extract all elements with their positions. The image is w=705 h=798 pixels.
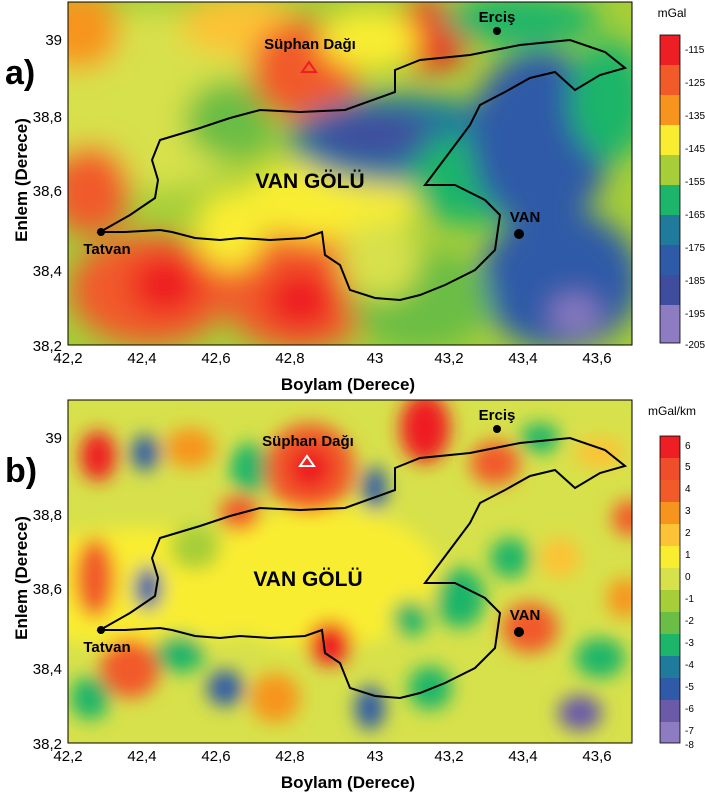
y-tick: 38,8 (33, 109, 62, 126)
colorbar-tick: 6 (685, 441, 691, 452)
y-tick: 38,8 (33, 507, 62, 524)
colorbar-tick: -1 (685, 594, 694, 605)
x-tick: 42,4 (127, 350, 156, 367)
map-panel-a: Süphan Dağı Erciş VAN GÖLÜ VAN Tatvan a)… (5, 1, 705, 394)
ercis-point-b (493, 425, 501, 433)
y-axis-title-a: Enlem (Derece) (12, 118, 31, 242)
y-tick: 38,4 (33, 263, 62, 280)
colorbar-tick: -205 (685, 340, 705, 351)
colorbar-tick: -195 (685, 309, 705, 320)
tatvan-label-a: Tatvan (83, 241, 130, 258)
colorbar-b: mGal/km 6 5 4 3 2 1 0 -1 -2 -3 -4 -5 -6 … (648, 404, 696, 751)
ercis-label-b: Erciş (479, 407, 516, 424)
colorbar-a: mGal -115 -125 -135 -145 -155 -165 -175 … (658, 6, 705, 351)
map-panel-b: Süphan Dağı Erciş VAN GÖLÜ VAN Tatvan b)… (5, 399, 696, 792)
colorbar-tick: -135 (685, 111, 705, 122)
van-label-b: VAN (510, 607, 541, 624)
colorbar-tick: 3 (685, 506, 691, 517)
y-axis-b: 38,2 38,4 38,6 38,8 39 (33, 430, 62, 753)
x-tick: 43,2 (434, 748, 463, 765)
y-tick: 38,6 (33, 183, 62, 200)
tatvan-label-b: Tatvan (83, 639, 130, 656)
lake-shoreline-a (96, 38, 628, 302)
x-tick: 42,4 (127, 748, 156, 765)
x-tick: 43,2 (434, 350, 463, 367)
colorbar-tick: -175 (685, 243, 705, 254)
vertical-gradient-field-b (68, 400, 632, 743)
tatvan-point-b (97, 626, 105, 634)
x-tick: 43 (367, 748, 384, 765)
colorbar-tick: 1 (685, 550, 691, 561)
x-tick: 43,4 (508, 748, 537, 765)
colorbar-tick: -2 (685, 616, 694, 627)
van-label-a: VAN (510, 209, 541, 226)
y-tick: 39 (45, 32, 62, 49)
x-tick: 42,8 (275, 748, 304, 765)
x-tick: 42,8 (275, 350, 304, 367)
suphan-label-b: Süphan Dağı (262, 433, 354, 450)
colorbar-tick: -6 (685, 704, 694, 715)
x-axis-title-a: Boylam (Derece) (281, 375, 415, 394)
colorbar-tick: 5 (685, 462, 691, 473)
colorbar-tick: -7 (685, 726, 694, 737)
suphan-label-a: Süphan Dağı (264, 36, 356, 53)
x-axis-a: 42,2 42,4 42,6 42,8 43 43,2 43,4 43,6 (53, 350, 611, 367)
colorbar-tick: -3 (685, 638, 694, 649)
lake-label-b: VAN GÖLÜ (253, 568, 362, 591)
map-frame-b (67, 399, 633, 744)
suphan-peak-marker-b (298, 454, 316, 467)
y-tick: 38,2 (33, 736, 62, 753)
y-tick: 38,4 (33, 661, 62, 678)
x-tick: 43,6 (582, 350, 611, 367)
x-tick: 42,2 (53, 748, 82, 765)
x-axis-title-b: Boylam (Derece) (281, 773, 415, 792)
x-tick: 43,6 (582, 748, 611, 765)
colorbar-tick: -115 (685, 45, 705, 56)
y-tick: 39 (45, 430, 62, 447)
colorbar-tick: -145 (685, 144, 705, 155)
colorbar-tick: -8 (685, 740, 694, 751)
y-tick: 38,6 (33, 581, 62, 598)
colorbar-tick: -5 (685, 682, 694, 693)
colorbar-tick: -165 (685, 210, 705, 221)
van-point-a (514, 229, 524, 239)
x-tick: 43 (367, 350, 384, 367)
ercis-point-a (493, 27, 501, 35)
y-axis-a: 38,2 38,4 38,6 38,8 39 (33, 32, 62, 355)
x-tick: 43,4 (508, 350, 537, 367)
lake-shoreline-b (96, 436, 628, 700)
x-tick: 42,2 (53, 350, 82, 367)
colorbar-tick: -125 (685, 78, 705, 89)
ercis-label-a: Erciş (479, 9, 516, 26)
x-tick: 42,6 (201, 350, 230, 367)
y-axis-title-b: Enlem (Derece) (12, 516, 31, 640)
panel-label-a: a) (5, 54, 35, 92)
colorbar-tick: -155 (685, 177, 705, 188)
colorbar-tick: 0 (685, 572, 691, 583)
colorbar-tick: -185 (685, 276, 705, 287)
x-axis-b: 42,2 42,4 42,6 42,8 43 43,2 43,4 43,6 (53, 748, 611, 765)
panel-label-b: b) (5, 452, 37, 490)
colorbar-unit-b: mGal/km (648, 404, 696, 418)
suphan-peak-marker-a (300, 60, 318, 73)
y-tick: 38,2 (33, 338, 62, 355)
colorbar-unit-a: mGal (658, 6, 687, 20)
colorbar-tick: 2 (685, 528, 691, 539)
x-tick: 42,6 (201, 748, 230, 765)
colorbar-tick: 4 (685, 484, 691, 495)
colorbar-tick: -4 (685, 660, 694, 671)
tatvan-point-a (97, 228, 105, 236)
gravity-anomaly-field-a (68, 2, 632, 345)
van-point-b (514, 627, 524, 637)
map-frame-a (67, 1, 633, 346)
lake-label-a: VAN GÖLÜ (255, 170, 364, 193)
